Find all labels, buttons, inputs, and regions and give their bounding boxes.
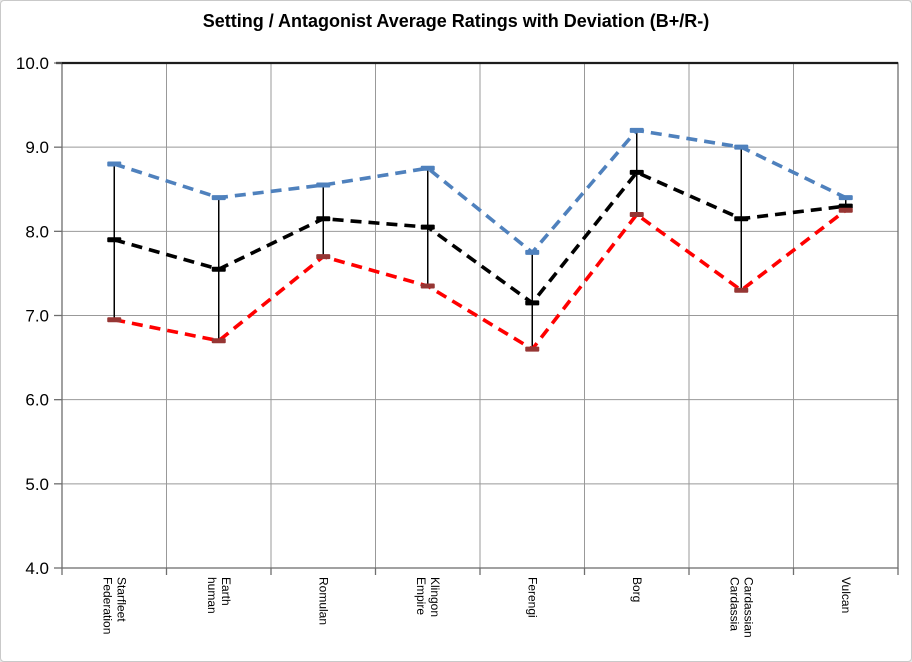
data-marker-average-plus-deviation	[629, 127, 644, 133]
category-label: Romulan	[316, 577, 330, 625]
data-marker-average	[734, 216, 749, 222]
data-marker-average	[211, 266, 226, 272]
category-label: Borg	[630, 577, 644, 602]
data-marker-average-plus-deviation	[316, 182, 331, 188]
data-marker-average	[420, 224, 435, 230]
y-axis-label: 10.0	[16, 54, 49, 73]
series-line-average-plus-deviation	[113, 128, 847, 255]
y-axis-label: 9.0	[25, 138, 49, 157]
data-marker-average-plus-deviation	[211, 195, 226, 201]
data-marker-average-minus-deviation	[838, 207, 853, 213]
category-label: Ferengi	[525, 577, 539, 618]
category-label: Earth	[219, 577, 233, 606]
y-axis-label: 5.0	[25, 475, 49, 494]
data-marker-average-minus-deviation	[107, 317, 122, 323]
data-marker-average-minus-deviation	[525, 346, 540, 352]
category-label: Federation	[100, 577, 114, 634]
y-axis-label: 7.0	[25, 307, 49, 326]
series-line-average	[113, 170, 846, 306]
data-marker-average-minus-deviation	[629, 212, 644, 217]
data-marker-average-plus-deviation	[107, 161, 122, 167]
category-label: Klingon	[428, 577, 442, 617]
category-label: Starfleet	[114, 577, 128, 622]
category-label: Cardassian	[741, 577, 755, 638]
y-axis-label: 4.0	[25, 559, 49, 578]
category-label: human	[205, 577, 219, 614]
data-marker-average-minus-deviation	[420, 283, 435, 289]
data-marker-average	[107, 237, 122, 243]
category-label: Empire	[414, 577, 428, 615]
data-marker-average-plus-deviation	[838, 195, 853, 201]
data-marker-average-minus-deviation	[734, 287, 749, 293]
y-axis-label: 6.0	[25, 391, 49, 410]
category-label: Cardassia	[727, 577, 741, 631]
data-marker-average	[838, 203, 853, 209]
data-marker-average	[525, 300, 540, 306]
data-marker-average	[629, 169, 644, 175]
data-marker-average-plus-deviation	[525, 249, 540, 255]
data-marker-average-plus-deviation	[420, 165, 435, 171]
data-marker-average	[316, 216, 331, 222]
data-marker-average-minus-deviation	[316, 254, 331, 260]
category-label: Vulcan	[839, 577, 853, 613]
y-axis-label: 8.0	[25, 222, 49, 241]
data-marker-average-plus-deviation	[734, 144, 749, 150]
series-line-average-minus-deviation	[113, 208, 847, 352]
chart-title: Setting / Antagonist Average Ratings wit…	[202, 11, 710, 31]
data-marker-average-minus-deviation	[211, 338, 226, 344]
